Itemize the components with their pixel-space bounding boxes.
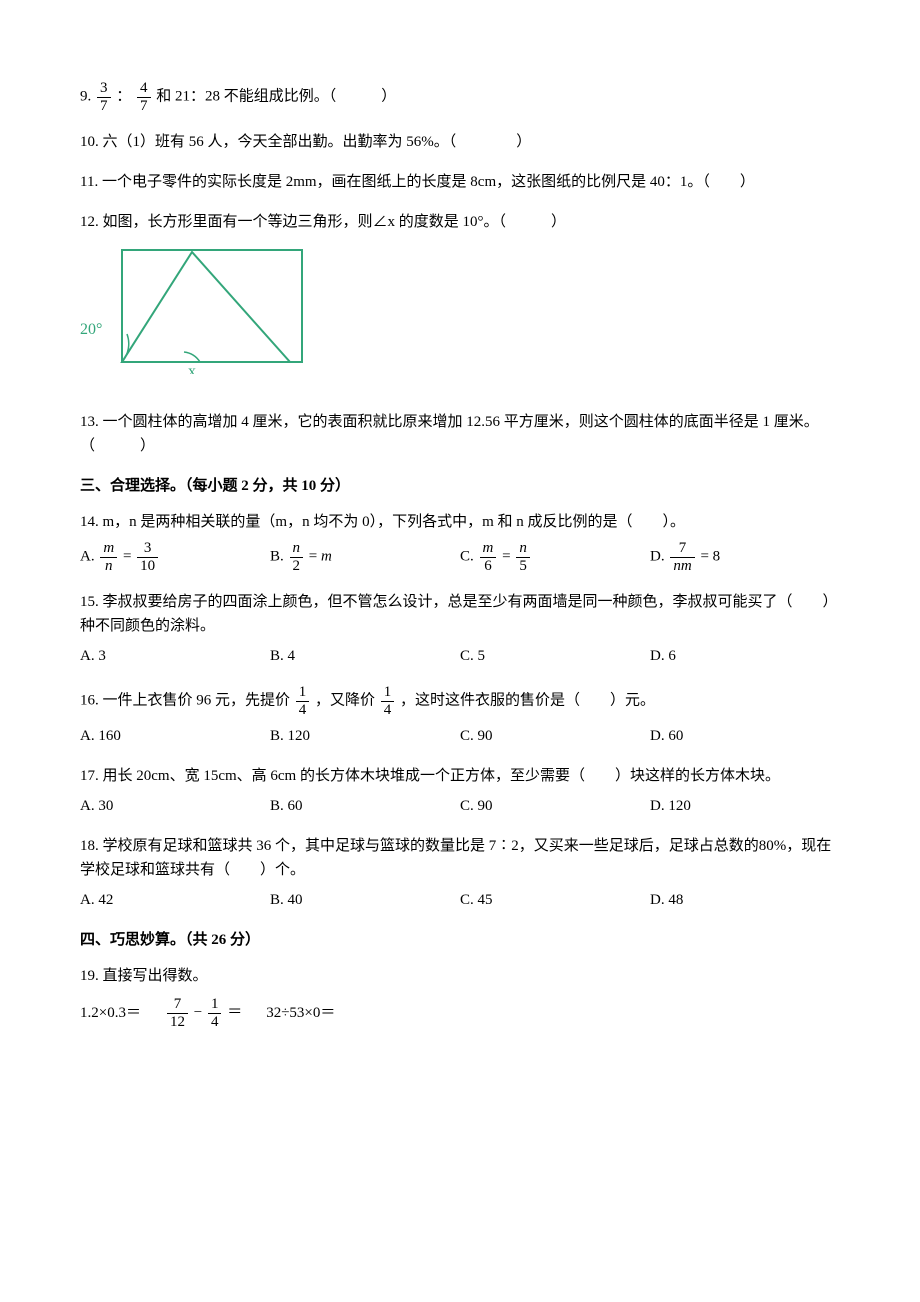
fraction-3-10: 3 10 — [137, 540, 158, 574]
section-4-title: 四、巧思妙算。（共 26 分） — [80, 928, 840, 952]
q16-option-d: D. 60 — [650, 724, 840, 748]
q14-option-b: B. n 2 = m — [270, 540, 460, 574]
q14-option-c: C. m 6 = n 5 — [460, 540, 650, 574]
angle-label-x: x — [188, 363, 196, 374]
q19-expr-3: 32÷53×0＝ — [266, 1001, 335, 1025]
question-12: 12. 如图，长方形里面有一个等边三角形，则∠x 的度数是 10°。（ ） 20… — [80, 210, 840, 382]
q17-option-a: A. 30 — [80, 794, 270, 818]
q17-option-c: C. 90 — [460, 794, 650, 818]
q15-option-a: A. 3 — [80, 644, 270, 668]
q16-option-b: B. 120 — [270, 724, 460, 748]
rectangle-triangle-figure: 20° x — [80, 244, 312, 374]
fraction-m-n: m n — [100, 540, 117, 574]
q18-option-b: B. 40 — [270, 888, 460, 912]
q18-option-c: C. 45 — [460, 888, 650, 912]
fraction-m-6: m 6 — [480, 540, 497, 574]
question-13: 13. 一个圆柱体的高增加 4 厘米，它的表面积就比原来增加 12.56 平方厘… — [80, 410, 840, 458]
q19-expr-2: 7 12 − 1 4 ＝ — [165, 996, 242, 1030]
fraction-1-4a: 1 4 — [296, 684, 310, 718]
fraction-3-7: 3 7 — [97, 80, 111, 114]
q9-number: 9. — [80, 88, 91, 104]
q16-text: 16. 一件上衣售价 96 元，先提价 1 4 ，又降价 1 4 ，这时这件衣服… — [80, 684, 840, 718]
question-11: 11. 一个电子零件的实际长度是 2mm，画在图纸上的长度是 8cm，这张图纸的… — [80, 170, 840, 194]
fraction-1-4c: 1 4 — [208, 996, 222, 1030]
q14-options: A. m n = 3 10 B. n 2 = m C. m — [80, 540, 840, 574]
question-9: 9. 3 7 ： 4 7 和 21：28 不能组成比例。（ ） — [80, 80, 840, 114]
q16-options: A. 160 B. 120 C. 90 D. 60 — [80, 724, 840, 748]
fraction-1-4b: 1 4 — [381, 684, 395, 718]
q18-option-a: A. 42 — [80, 888, 270, 912]
q17-text: 17. 用长 20cm、宽 15cm、高 6cm 的长方体木块堆成一个正方体，至… — [80, 764, 840, 788]
question-19: 19. 直接写出得数。 1.2×0.3＝ 7 12 − 1 4 ＝ 32÷53×… — [80, 964, 840, 1030]
question-16: 16. 一件上衣售价 96 元，先提价 1 4 ，又降价 1 4 ，这时这件衣服… — [80, 684, 840, 748]
q15-option-b: B. 4 — [270, 644, 460, 668]
q19-expr-1: 1.2×0.3＝ — [80, 1001, 141, 1025]
q18-option-d: D. 48 — [650, 888, 840, 912]
q16-option-a: A. 160 — [80, 724, 270, 748]
fraction-n-2: n 2 — [290, 540, 304, 574]
q16-option-c: C. 90 — [460, 724, 650, 748]
inner-triangle — [122, 252, 290, 362]
q19-text: 19. 直接写出得数。 — [80, 964, 840, 988]
question-15: 15. 李叔叔要给房子的四面涂上颜色，但不管怎么设计，总是至少有两面墙是同一种颜… — [80, 590, 840, 668]
angle-label-20: 20° — [80, 321, 102, 338]
angle-arc-x — [184, 352, 200, 362]
question-17: 17. 用长 20cm、宽 15cm、高 6cm 的长方体木块堆成一个正方体，至… — [80, 764, 840, 818]
q15-options: A. 3 B. 4 C. 5 D. 6 — [80, 644, 840, 668]
q12-text: 12. 如图，长方形里面有一个等边三角形，则∠x 的度数是 10°。（ ） — [80, 210, 840, 234]
q15-option-d: D. 6 — [650, 644, 840, 668]
section-3-title: 三、合理选择。（每小题 2 分，共 10 分） — [80, 474, 840, 498]
q18-options: A. 42 B. 40 C. 45 D. 48 — [80, 888, 840, 912]
q15-text: 15. 李叔叔要给房子的四面涂上颜色，但不管怎么设计，总是至少有两面墙是同一种颜… — [80, 590, 840, 638]
fraction-n-5: n 5 — [516, 540, 530, 574]
fraction-4-7: 4 7 — [137, 80, 151, 114]
q17-option-b: B. 60 — [270, 794, 460, 818]
q14-option-a: A. m n = 3 10 — [80, 540, 270, 574]
question-14: 14. m，n 是两种相关联的量（m，n 均不为 0），下列各式中，m 和 n … — [80, 510, 840, 574]
q17-options: A. 30 B. 60 C. 90 D. 120 — [80, 794, 840, 818]
question-18: 18. 学校原有足球和篮球共 36 个，其中足球与篮球的数量比是 7∶2，又买来… — [80, 834, 840, 912]
q15-option-c: C. 5 — [460, 644, 650, 668]
angle-arc-20 — [122, 334, 129, 362]
q14-option-d: D. 7 nm = 8 — [650, 540, 840, 574]
q12-figure: 20° x — [80, 244, 840, 382]
q18-text: 18. 学校原有足球和篮球共 36 个，其中足球与篮球的数量比是 7∶2，又买来… — [80, 834, 840, 882]
q14-text: 14. m，n 是两种相关联的量（m，n 均不为 0），下列各式中，m 和 n … — [80, 510, 840, 534]
fraction-7-nm: 7 nm — [670, 540, 694, 574]
q19-expressions: 1.2×0.3＝ 7 12 − 1 4 ＝ 32÷53×0＝ — [80, 996, 840, 1030]
fraction-7-12: 7 12 — [167, 996, 188, 1030]
colon-sep: ： — [116, 88, 131, 104]
q9-rest: 和 21：28 不能组成比例。（ ） — [156, 88, 396, 104]
q17-option-d: D. 120 — [650, 794, 840, 818]
question-10: 10. 六（1）班有 56 人，今天全部出勤。出勤率为 56%。（ ） — [80, 130, 840, 154]
